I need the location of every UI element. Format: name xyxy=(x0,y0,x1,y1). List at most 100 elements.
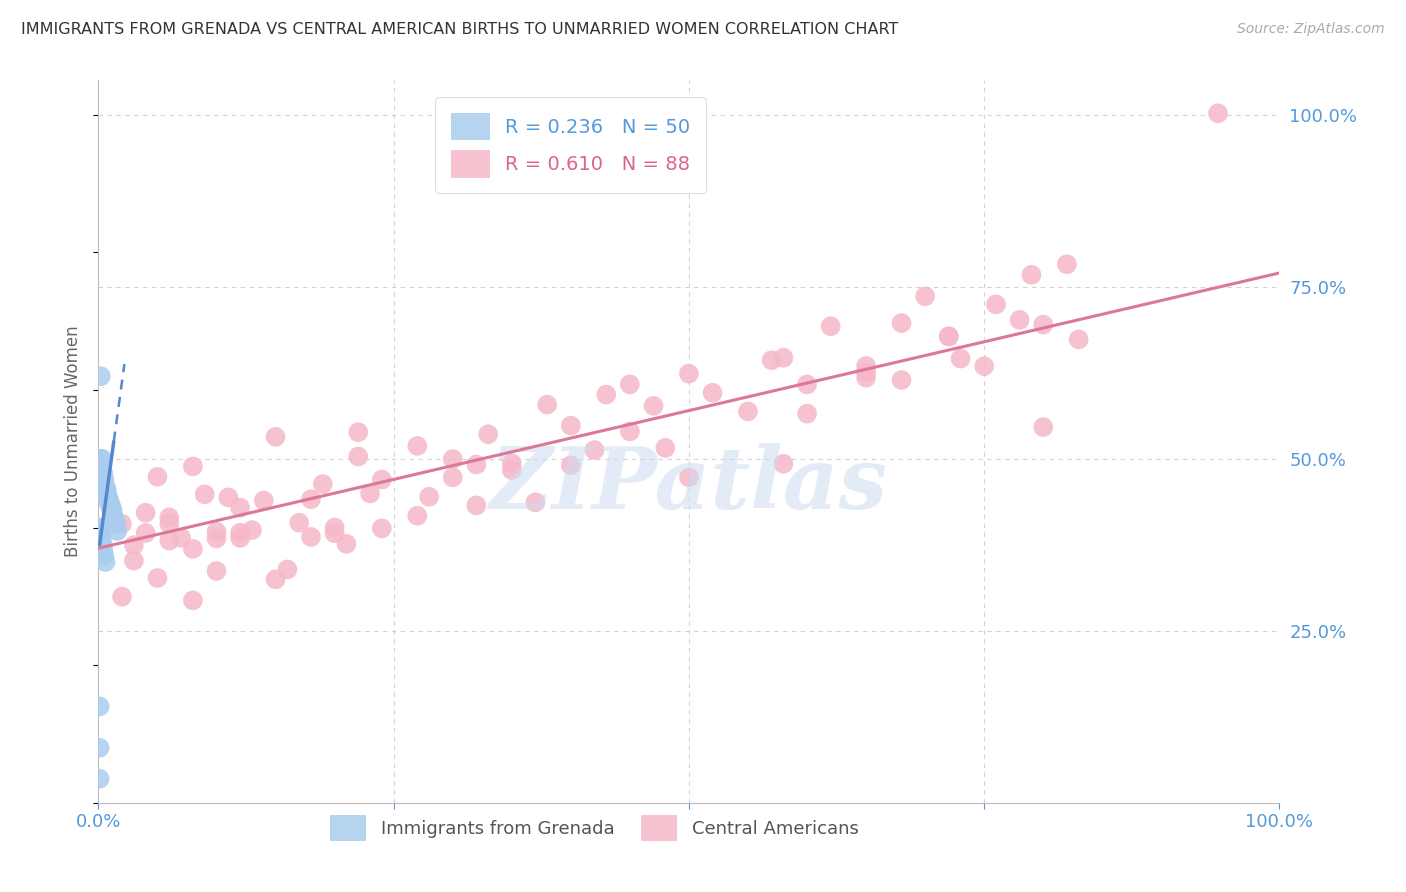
Point xyxy=(914,289,936,303)
Point xyxy=(796,407,818,421)
Point xyxy=(104,514,127,528)
Point xyxy=(890,316,912,330)
Point xyxy=(105,517,128,532)
Point xyxy=(194,487,217,501)
Point xyxy=(441,452,464,467)
Point xyxy=(229,531,252,545)
Point xyxy=(938,329,960,343)
Point xyxy=(205,564,228,578)
Point xyxy=(93,548,115,562)
Point xyxy=(146,571,169,585)
Point xyxy=(643,399,665,413)
Point xyxy=(1206,106,1229,120)
Point xyxy=(371,473,394,487)
Point xyxy=(984,297,1007,311)
Point xyxy=(157,516,180,531)
Point xyxy=(103,510,125,524)
Point xyxy=(264,572,287,586)
Point xyxy=(90,458,112,473)
Text: IMMIGRANTS FROM GRENADA VS CENTRAL AMERICAN BIRTHS TO UNMARRIED WOMEN CORRELATIO: IMMIGRANTS FROM GRENADA VS CENTRAL AMERI… xyxy=(21,22,898,37)
Point xyxy=(619,377,641,392)
Point xyxy=(181,459,204,474)
Point xyxy=(1056,257,1078,271)
Point xyxy=(90,466,112,480)
Point xyxy=(371,521,394,535)
Point xyxy=(890,373,912,387)
Point xyxy=(737,404,759,418)
Point xyxy=(90,369,112,384)
Point xyxy=(94,479,117,493)
Point xyxy=(560,458,582,473)
Point xyxy=(501,463,523,477)
Point xyxy=(820,319,842,334)
Point xyxy=(91,541,114,556)
Point xyxy=(240,523,263,537)
Point xyxy=(501,456,523,470)
Point xyxy=(702,385,724,400)
Point xyxy=(93,472,115,486)
Point xyxy=(135,506,157,520)
Point xyxy=(91,466,114,480)
Point xyxy=(276,562,298,576)
Point xyxy=(91,458,114,473)
Point xyxy=(1067,332,1090,346)
Point xyxy=(93,483,115,497)
Point xyxy=(91,479,114,493)
Point xyxy=(347,450,370,464)
Point xyxy=(855,370,877,384)
Point xyxy=(312,477,335,491)
Point xyxy=(94,483,117,497)
Point xyxy=(323,520,346,534)
Point xyxy=(97,493,120,508)
Point xyxy=(94,486,117,500)
Legend: Immigrants from Grenada, Central Americans: Immigrants from Grenada, Central America… xyxy=(323,808,866,848)
Text: Source: ZipAtlas.com: Source: ZipAtlas.com xyxy=(1237,22,1385,37)
Point xyxy=(359,486,381,500)
Text: ZIPatlas: ZIPatlas xyxy=(489,443,889,526)
Point xyxy=(90,527,112,541)
Point xyxy=(347,425,370,440)
Point xyxy=(949,351,972,366)
Point xyxy=(97,490,120,504)
Point xyxy=(229,525,252,540)
Point xyxy=(536,398,558,412)
Point xyxy=(157,533,180,548)
Point xyxy=(418,490,440,504)
Point xyxy=(217,491,239,505)
Point xyxy=(583,443,606,458)
Point xyxy=(89,772,111,786)
Point xyxy=(299,492,322,507)
Point xyxy=(465,499,488,513)
Point xyxy=(1032,420,1054,434)
Point xyxy=(101,507,124,521)
Point xyxy=(595,387,617,401)
Point xyxy=(181,541,204,556)
Point xyxy=(323,526,346,541)
Point xyxy=(560,418,582,433)
Point xyxy=(89,699,111,714)
Point xyxy=(524,495,547,509)
Point xyxy=(1008,313,1031,327)
Point xyxy=(157,510,180,524)
Point xyxy=(89,472,111,486)
Point xyxy=(105,524,128,538)
Point xyxy=(111,516,134,531)
Point xyxy=(1032,318,1054,332)
Point xyxy=(264,430,287,444)
Point xyxy=(98,493,121,508)
Point xyxy=(93,479,115,493)
Point xyxy=(619,425,641,439)
Point xyxy=(98,496,121,510)
Point xyxy=(855,359,877,373)
Point xyxy=(96,486,118,500)
Point xyxy=(938,329,960,343)
Point xyxy=(91,475,114,490)
Point xyxy=(91,538,114,552)
Point xyxy=(973,359,995,374)
Point xyxy=(91,534,114,549)
Point xyxy=(205,532,228,546)
Point xyxy=(89,524,111,538)
Point xyxy=(406,439,429,453)
Point xyxy=(91,451,114,466)
Point xyxy=(855,365,877,379)
